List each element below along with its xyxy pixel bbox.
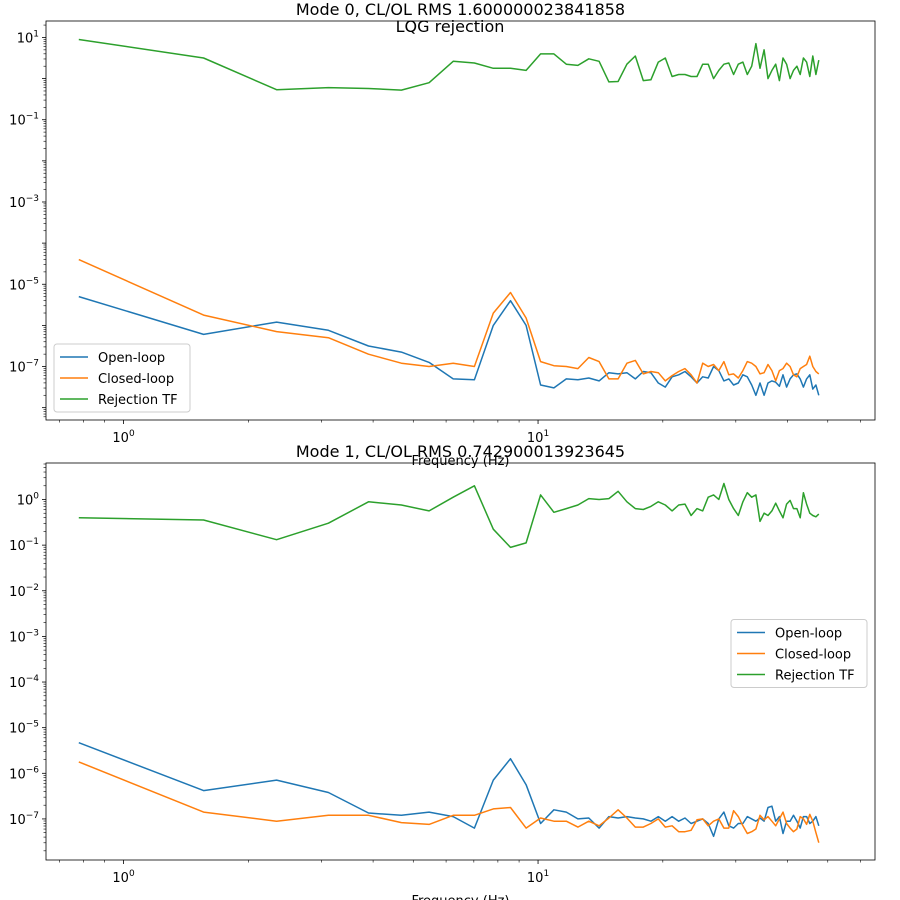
legend-label: Closed-loop — [98, 372, 174, 387]
series-line-rejection-tf — [78, 38, 820, 91]
legend-box — [730, 619, 868, 688]
y-tick-label: 10−5 — [9, 720, 39, 737]
y-tick-label: 10−6 — [9, 765, 39, 782]
legend-label: Rejection TF — [775, 669, 855, 684]
x-tick-label: 100 — [112, 869, 135, 886]
y-tick-label: 10−5 — [9, 276, 39, 293]
x-tick-label: 101 — [527, 869, 549, 886]
chart-title: Mode 0, CL/OL RMS 1.600000023841858 — [296, 0, 625, 19]
legend-label: Open-loop — [775, 627, 842, 642]
x-axis-label: Frequency (Hz) — [411, 894, 509, 900]
legend-label: Rejection TF — [98, 393, 178, 408]
y-tick-label: 10−4 — [9, 674, 39, 691]
legend-label: Closed-loop — [775, 648, 851, 663]
legend: Open-loop Closed-loop Rejection TF — [53, 343, 191, 413]
chart-title: Mode 1, CL/OL RMS 0.742900013923645 — [296, 442, 625, 461]
x-tick-label: 100 — [112, 429, 135, 446]
legend: Open-loop Closed-loop Rejection TF — [730, 619, 868, 688]
y-tick-label: 10−3 — [9, 194, 39, 211]
y-tick-label: 10−1 — [9, 537, 39, 554]
y-tick-label: 10−7 — [9, 359, 39, 376]
y-tick-label: 10−1 — [9, 112, 39, 129]
figure-suptitle: LQG rejection — [396, 17, 505, 36]
series-line-closed-loop — [78, 258, 820, 384]
mode-1-chart: 100 101 10−7 10−6 10−5 10−4 10−3 10−2 10−1 100 Mod… — [9, 442, 876, 900]
legend-label: Open-loop — [98, 351, 165, 366]
legend-box — [53, 343, 191, 413]
x-axis-label: Frequency (Hz) — [411, 454, 509, 469]
y-tick-label: 101 — [17, 29, 39, 46]
series-line-rejection-tf — [78, 482, 820, 549]
y-tick-label: 100 — [17, 492, 40, 509]
y-tick-label: 10−2 — [9, 583, 39, 600]
plot-frame — [45, 20, 876, 421]
series-line-open-loop — [78, 741, 820, 838]
series-line-closed-loop — [78, 761, 820, 843]
plot-frame — [45, 462, 876, 861]
y-tick-label: 10−7 — [9, 811, 39, 828]
y-tick-label: 10−3 — [9, 628, 39, 645]
